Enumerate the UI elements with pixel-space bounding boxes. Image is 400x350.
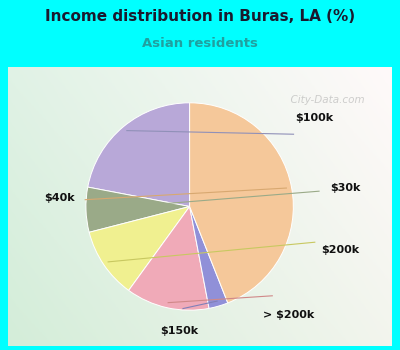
Wedge shape: [129, 206, 209, 310]
Text: $200k: $200k: [321, 245, 359, 255]
Text: $30k: $30k: [330, 183, 360, 193]
Text: $100k: $100k: [295, 113, 333, 123]
Wedge shape: [190, 206, 228, 308]
Text: $40k: $40k: [45, 193, 75, 203]
Text: $150k: $150k: [160, 326, 198, 336]
Wedge shape: [89, 206, 190, 290]
Text: > $200k: > $200k: [262, 310, 314, 320]
Wedge shape: [88, 103, 190, 206]
Wedge shape: [86, 187, 190, 232]
Text: Income distribution in Buras, LA (%): Income distribution in Buras, LA (%): [45, 9, 355, 24]
Text: City-Data.com: City-Data.com: [284, 95, 365, 105]
Wedge shape: [190, 103, 293, 303]
Text: Asian residents: Asian residents: [142, 37, 258, 50]
